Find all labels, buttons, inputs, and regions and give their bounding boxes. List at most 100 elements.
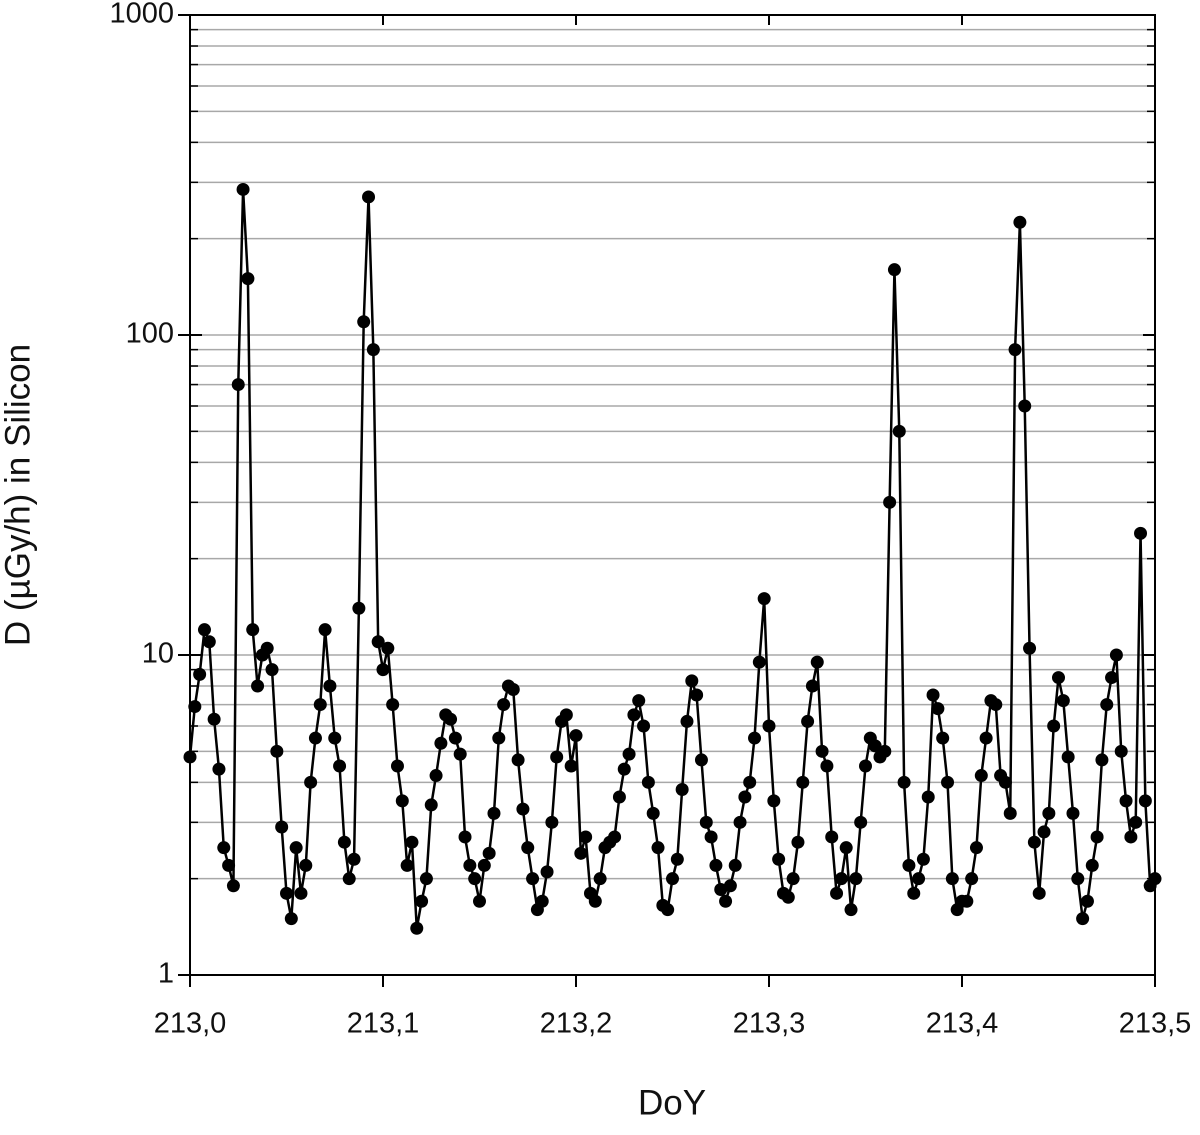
data-point [757, 592, 771, 606]
data-point [1090, 830, 1104, 844]
data-point [342, 872, 356, 886]
data-point [588, 894, 602, 908]
y-tick-label: 10 [142, 638, 174, 670]
y-tick-label: 100 [126, 318, 174, 350]
data-point [1109, 648, 1123, 662]
data-point [477, 858, 491, 872]
data-point [1003, 806, 1017, 820]
data-point [646, 806, 660, 820]
data-point [887, 263, 901, 277]
data-point [1042, 806, 1056, 820]
data-point [405, 835, 419, 849]
data-point [236, 182, 250, 196]
data-point [207, 712, 221, 726]
data-point [506, 683, 520, 697]
data-point [743, 775, 757, 789]
data-point [333, 759, 347, 773]
data-point [275, 820, 289, 834]
data-point [719, 894, 733, 908]
x-tick-label: 213,5 [1119, 1008, 1192, 1040]
data-point [241, 272, 255, 286]
data-point [400, 858, 414, 872]
data-point [410, 921, 424, 935]
data-point [627, 708, 641, 722]
data-point [231, 378, 245, 392]
data-point [974, 769, 988, 783]
data-point [723, 879, 737, 893]
data-point [535, 894, 549, 908]
data-point [815, 744, 829, 758]
data-point [969, 841, 983, 855]
data-point [670, 852, 684, 866]
data-point [308, 731, 322, 745]
data-point [482, 846, 496, 860]
data-point [748, 731, 762, 745]
data-point [1076, 912, 1090, 926]
data-point [805, 679, 819, 693]
data-point [395, 794, 409, 808]
data-point [1032, 886, 1046, 900]
data-point [1027, 835, 1041, 849]
data-point [1124, 830, 1138, 844]
data-point [265, 663, 279, 677]
data-point [569, 729, 583, 743]
data-point [337, 835, 351, 849]
data-point [1052, 671, 1065, 685]
data-point [294, 886, 308, 900]
data-point [998, 775, 1012, 789]
data-point [516, 802, 530, 816]
data-point [1080, 894, 1094, 908]
data-point [1105, 671, 1119, 685]
data-point [772, 852, 786, 866]
data-point [376, 663, 390, 677]
data-point [313, 698, 327, 712]
data-point [458, 830, 472, 844]
data-point [1061, 750, 1075, 764]
data-point [912, 872, 926, 886]
data-point [1100, 698, 1114, 712]
data-point [323, 679, 337, 693]
data-point [651, 841, 665, 855]
data-point [699, 815, 713, 829]
data-point [979, 731, 993, 745]
data-point [834, 872, 848, 886]
data-point [781, 890, 795, 904]
data-point [641, 775, 655, 789]
data-point [830, 886, 844, 900]
data-point [371, 635, 385, 649]
data-point [902, 858, 916, 872]
data-point [931, 702, 945, 716]
data-point [487, 806, 501, 820]
data-point [709, 858, 723, 872]
y-tick-label: 1 [158, 958, 174, 990]
data-point [222, 858, 236, 872]
data-point [328, 731, 342, 745]
data-point [448, 731, 462, 745]
data-point [820, 759, 834, 773]
data-point [429, 769, 443, 783]
data-point [733, 815, 747, 829]
data-point [463, 858, 477, 872]
data-point [362, 190, 376, 204]
y-tick-label: 1000 [109, 0, 174, 30]
x-tick-label: 213,3 [733, 1008, 806, 1040]
data-point [825, 830, 839, 844]
data-point [357, 315, 371, 329]
data-point [540, 865, 554, 879]
data-point [612, 790, 626, 804]
data-point [854, 815, 868, 829]
data-point [1138, 794, 1152, 808]
data-point [897, 775, 911, 789]
data-point [883, 495, 897, 509]
data-point [685, 674, 699, 688]
data-point [868, 739, 882, 753]
data-point [960, 894, 974, 908]
x-tick-label: 213,1 [347, 1008, 420, 1040]
data-point [497, 698, 511, 712]
data-point [892, 424, 906, 438]
data-point [752, 655, 766, 669]
data-point [473, 894, 486, 908]
data-point [390, 759, 404, 773]
data-point [810, 655, 824, 669]
data-point [945, 872, 959, 886]
